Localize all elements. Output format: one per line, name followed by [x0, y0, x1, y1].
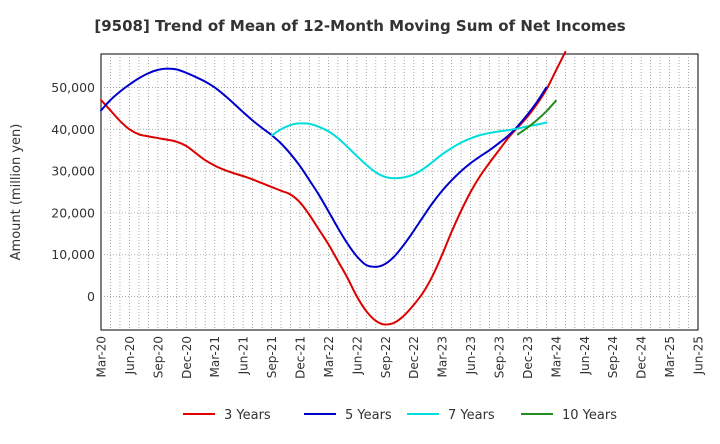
x-tick-label: Dec-24 [635, 336, 649, 379]
grid-lines [101, 54, 698, 330]
chart-title: [9508] Trend of Mean of 12-Month Moving … [94, 17, 625, 35]
legend-label: 7 Years [448, 408, 495, 423]
x-tick-label: Jun-21 [237, 336, 251, 375]
x-tick-label: Jun-20 [123, 336, 137, 375]
x-tick-label: Sep-20 [151, 336, 165, 378]
x-tick-label: Jun-25 [692, 336, 706, 375]
x-tick-label: Dec-21 [294, 336, 308, 379]
x-tick-label: Jun-22 [350, 336, 364, 375]
series-line-7-years [270, 121, 548, 180]
x-tick-label: Sep-24 [606, 336, 620, 378]
legend-label: 3 Years [224, 408, 271, 423]
x-tick-label: Mar-23 [436, 336, 450, 377]
y-tick-label: 40,000 [51, 122, 95, 137]
x-tick-label: Sep-22 [379, 336, 393, 378]
series-line-3-years [100, 50, 567, 326]
x-tick-label: Mar-21 [208, 336, 222, 377]
x-tick-label: Dec-23 [521, 336, 535, 379]
x-axis-ticks: Mar-20 Jun-20 Sep-20 Dec-20 Mar-21 Jun-21 Sep-… [95, 336, 706, 379]
x-tick-label: Sep-21 [265, 336, 279, 378]
y-tick-label: 20,000 [51, 205, 95, 220]
y-tick-label: 30,000 [51, 164, 95, 179]
x-tick-label: Jun-24 [578, 336, 592, 375]
x-tick-label: Dec-22 [407, 336, 421, 379]
y-tick-label: 10,000 [51, 247, 95, 262]
x-tick-label: Mar-24 [549, 336, 563, 377]
x-tick-label: Dec-20 [180, 336, 194, 379]
legend: 3 Years 5 Years 7 Years 10 Years [183, 408, 617, 423]
y-axis-label: Amount (million yen) [9, 124, 24, 261]
y-tick-label: 0 [87, 289, 95, 304]
x-tick-label: Jun-23 [464, 336, 478, 375]
plot-area [100, 53, 699, 331]
x-tick-label: Mar-22 [322, 336, 336, 377]
series-line-5-years [100, 67, 548, 268]
legend-label: 5 Years [345, 408, 392, 423]
y-axis-ticks: 0 10,000 20,000 30,000 40,000 50,000 [51, 80, 95, 304]
x-tick-label: Mar-20 [95, 336, 109, 377]
y-tick-label: 50,000 [51, 80, 95, 95]
series-lines [100, 50, 567, 326]
x-tick-label: Sep-23 [493, 336, 507, 378]
series-line-10-years [516, 99, 557, 136]
legend-label: 10 Years [562, 408, 617, 423]
x-tick-label: Mar-25 [663, 336, 677, 377]
